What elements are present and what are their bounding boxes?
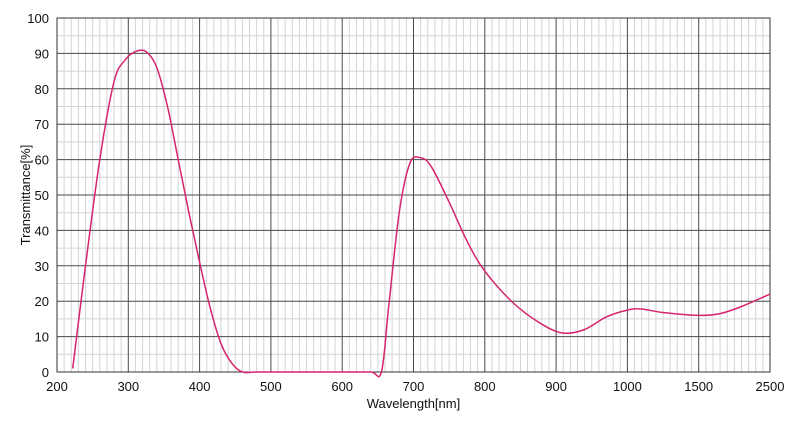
x-tick-label: 600: [331, 379, 353, 394]
y-tick-label: 100: [27, 11, 49, 26]
x-tick-label: 900: [545, 379, 567, 394]
x-tick-label: 500: [260, 379, 282, 394]
x-tick-label: 800: [474, 379, 496, 394]
y-tick-label: 70: [35, 117, 49, 132]
y-tick-label: 10: [35, 330, 49, 345]
y-axis-title: Transmittance[%]: [18, 145, 33, 246]
transmittance-series-line: [71, 49, 771, 378]
y-tick-label: 60: [35, 153, 49, 168]
x-tick-label: 400: [189, 379, 211, 394]
y-tick-label: 20: [35, 294, 49, 309]
y-tick-label: 0: [42, 365, 49, 380]
x-tick-label: 1500: [684, 379, 713, 394]
y-tick-label: 90: [35, 46, 49, 61]
x-tick-label: 1000: [613, 379, 642, 394]
x-tick-label: 700: [403, 379, 425, 394]
y-tick-label: 80: [35, 82, 49, 97]
y-tick-label: 40: [35, 223, 49, 238]
x-tick-label: 300: [117, 379, 139, 394]
y-tick-labels: 0 10 20 30 40 50 60 70 80 90 100: [27, 11, 49, 380]
x-tick-labels: 200 300 400 500 600 700 800 900 1000 1500 2500: [46, 379, 784, 394]
x-tick-label: 200: [46, 379, 68, 394]
major-grid: [57, 18, 770, 372]
x-axis-title: Wavelength[nm]: [367, 396, 460, 411]
x-tick-label: 2500: [756, 379, 785, 394]
y-tick-label: 30: [35, 259, 49, 274]
plot-frame: [56, 17, 771, 373]
y-tick-label: 50: [35, 188, 49, 203]
series-layer: [71, 49, 771, 378]
